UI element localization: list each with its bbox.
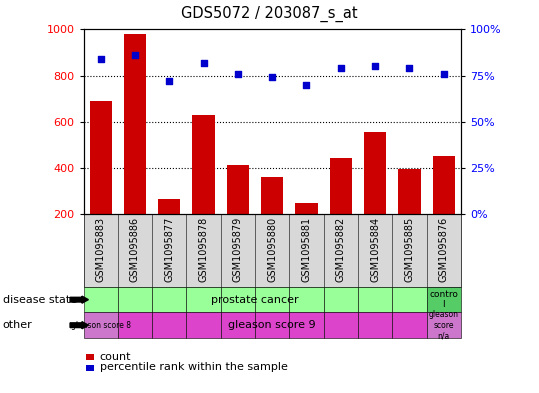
Point (233, 71, 242, 77)
Bar (364, 132, 386, 260)
Point (336, 65, 345, 72)
Bar (295, 203, 317, 260)
Text: percentile rank within the sample: percentile rank within the sample (100, 362, 288, 373)
Bar (227, 165, 249, 260)
Bar (124, 34, 146, 260)
Text: gleason score 8: gleason score 8 (71, 321, 130, 330)
Point (199, 60, 208, 66)
Text: gleason score 9: gleason score 9 (229, 320, 316, 330)
Bar (398, 169, 420, 260)
Point (302, 82, 311, 88)
Point (96, 56, 105, 62)
Point (268, 74, 277, 81)
Text: disease state: disease state (3, 295, 77, 305)
Text: GDS5072 / 203087_s_at: GDS5072 / 203087_s_at (181, 6, 358, 22)
Point (165, 78, 174, 84)
Point (439, 71, 448, 77)
Text: gleason
score
n/a: gleason score n/a (429, 310, 459, 340)
Bar (432, 156, 455, 260)
Bar (192, 115, 215, 260)
Text: other: other (3, 320, 32, 330)
Text: count: count (100, 352, 131, 362)
Point (371, 63, 379, 70)
Text: prostate cancer: prostate cancer (211, 295, 299, 305)
Point (405, 65, 414, 72)
Point (130, 52, 139, 59)
Bar (330, 158, 352, 260)
Text: contro
l: contro l (429, 290, 458, 309)
Bar (158, 199, 181, 260)
Bar (261, 177, 284, 260)
Bar (89, 101, 112, 260)
